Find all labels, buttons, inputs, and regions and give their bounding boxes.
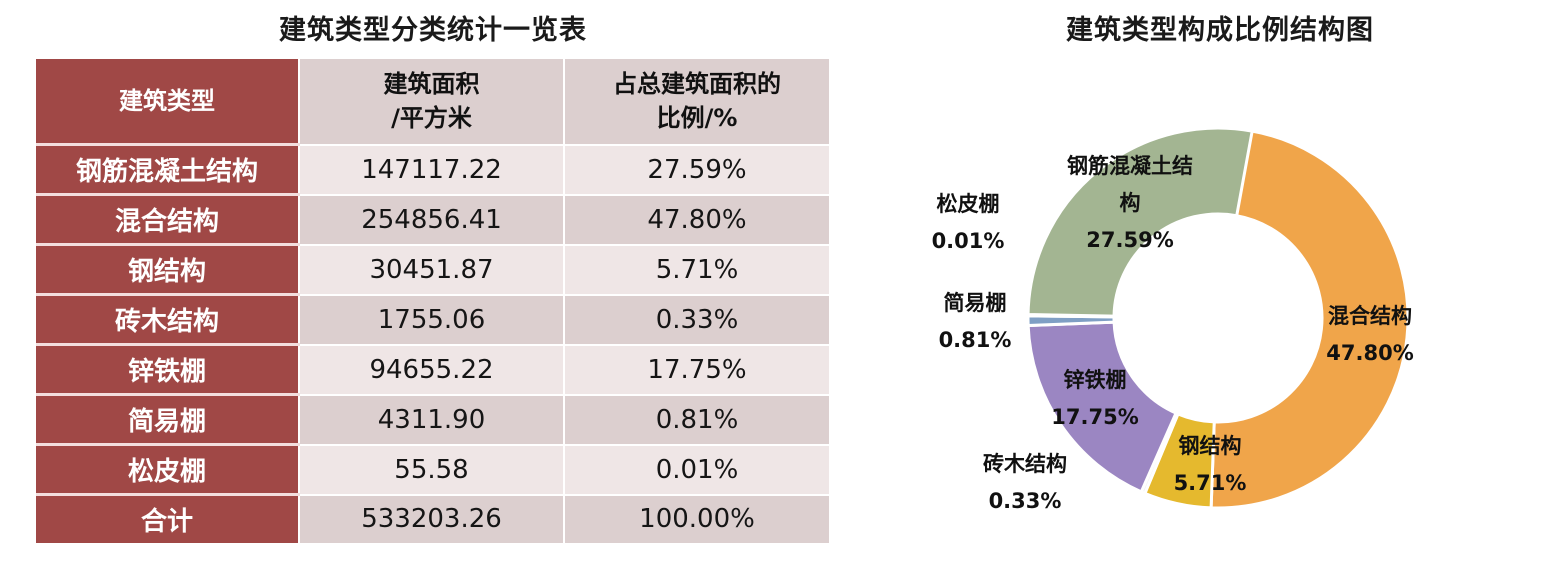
- cell-building-type: 混合结构: [36, 193, 300, 245]
- cell-area: 94655.22: [299, 343, 565, 395]
- chart-title: 建筑类型构成比例结构图: [1066, 15, 1374, 46]
- donut-slice-zinc: [1026, 320, 1178, 494]
- cell-ratio: 0.81%: [564, 393, 831, 445]
- table-row: 简易棚 4311.90 0.81%: [36, 393, 831, 445]
- table-row: 钢筋混凝土结构 147117.22 27.59%: [36, 143, 831, 195]
- table-row: 锌铁棚 94655.22 17.75%: [36, 343, 831, 395]
- header-ratio: 占总建筑面积的 比例/%: [564, 59, 831, 145]
- table-row: 砖木结构 1755.06 0.33%: [36, 293, 831, 345]
- label-pine: 松皮棚 0.01%: [931, 192, 1005, 253]
- table-row: 合计 533203.26 100.00%: [36, 493, 831, 543]
- cell-building-type: 砖木结构: [36, 293, 300, 345]
- donut-slice-rc: [1026, 126, 1254, 318]
- header-building-type: 建筑类型: [36, 59, 300, 145]
- label-rc: 钢筋混凝土结 构 27.59%: [1067, 154, 1193, 252]
- cell-area: 1755.06: [299, 293, 565, 345]
- label-brick: 砖木结构 0.33%: [983, 452, 1067, 513]
- cell-ratio: 100.00%: [564, 493, 831, 543]
- table-row: 混合结构 254856.41 47.80%: [36, 193, 831, 245]
- cell-area: 147117.22: [299, 143, 565, 195]
- building-type-table: 建筑类型 建筑面积/平方米 占总建筑面积的 比例/% 钢筋混凝土结构 147117.…: [36, 59, 831, 543]
- cell-building-type: 钢筋混凝土结构: [36, 143, 300, 195]
- cell-ratio: 0.33%: [564, 293, 831, 345]
- donut-slice-mixed: [1209, 129, 1410, 510]
- cell-building-type: 钢结构: [36, 243, 300, 295]
- cell-building-type: 锌铁棚: [36, 343, 300, 395]
- cell-ratio: 47.80%: [564, 193, 831, 245]
- cell-ratio: 0.01%: [564, 443, 831, 495]
- label-mixed: 混合结构 47.80%: [1326, 304, 1414, 365]
- cell-ratio: 27.59%: [564, 143, 831, 195]
- label-simple: 简易棚 0.81%: [938, 291, 1012, 352]
- cell-area: 55.58: [299, 443, 565, 495]
- table-title: 建筑类型分类统计一览表: [279, 15, 587, 46]
- label-steel: 钢结构 5.71%: [1173, 434, 1247, 495]
- cell-area: 533203.26: [299, 493, 565, 543]
- cell-ratio: 17.75%: [564, 343, 831, 395]
- table-row: 松皮棚 55.58 0.01%: [36, 443, 831, 495]
- cell-building-type: 简易棚: [36, 393, 300, 445]
- cell-area: 4311.90: [299, 393, 565, 445]
- cell-area: 254856.41: [299, 193, 565, 245]
- header-area: 建筑面积/平方米: [299, 59, 565, 145]
- cell-ratio: 5.71%: [564, 243, 831, 295]
- table-header-row: 建筑类型 建筑面积/平方米 占总建筑面积的 比例/%: [36, 59, 831, 145]
- table-row: 钢结构 30451.87 5.71%: [36, 243, 831, 295]
- cell-area: 30451.87: [299, 243, 565, 295]
- cell-building-type: 松皮棚: [36, 443, 300, 495]
- cell-building-type: 合计: [36, 493, 300, 543]
- label-zinc: 锌铁棚 17.75%: [1051, 368, 1139, 429]
